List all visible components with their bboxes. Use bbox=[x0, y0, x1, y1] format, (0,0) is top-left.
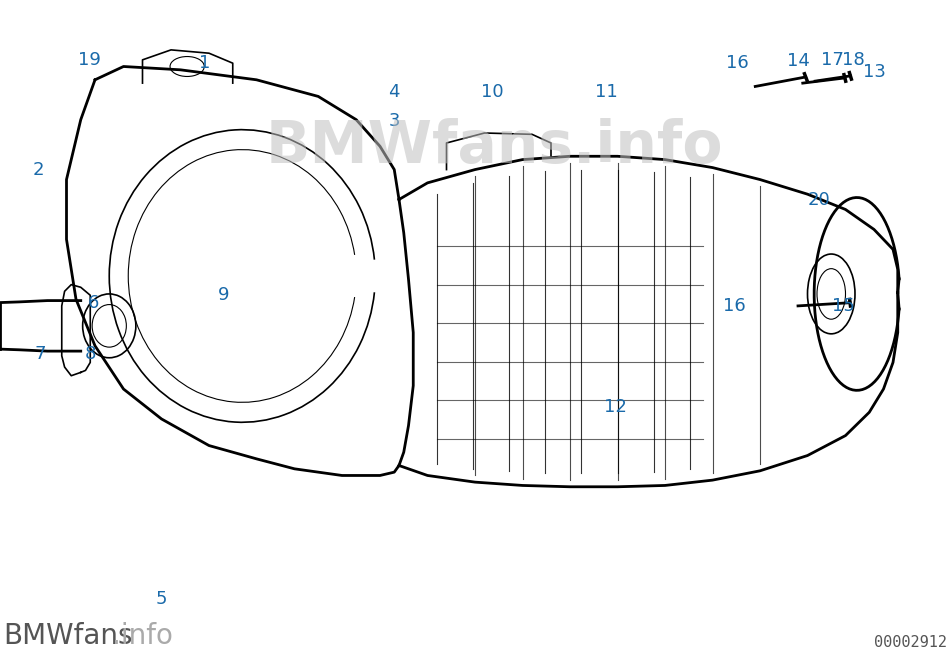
Text: 00002912: 00002912 bbox=[874, 635, 947, 650]
Text: 4: 4 bbox=[389, 82, 400, 101]
Text: 5: 5 bbox=[156, 589, 167, 608]
Text: 10: 10 bbox=[481, 82, 504, 101]
Text: 9: 9 bbox=[218, 285, 229, 304]
Text: 13: 13 bbox=[863, 63, 885, 81]
Text: 15: 15 bbox=[832, 297, 855, 315]
Text: 7: 7 bbox=[34, 344, 46, 363]
Text: BMWfans: BMWfans bbox=[3, 622, 132, 650]
Text: 19: 19 bbox=[78, 51, 101, 69]
Text: 1: 1 bbox=[199, 54, 210, 72]
Text: 16: 16 bbox=[726, 53, 749, 72]
Text: 11: 11 bbox=[595, 82, 618, 101]
Text: 17: 17 bbox=[821, 51, 844, 69]
Text: 12: 12 bbox=[604, 398, 627, 416]
Text: BMWfans.info: BMWfans.info bbox=[265, 118, 723, 175]
Text: 14: 14 bbox=[787, 52, 809, 70]
Text: 18: 18 bbox=[842, 51, 865, 69]
Text: 3: 3 bbox=[389, 112, 400, 130]
Text: .info: .info bbox=[112, 622, 173, 650]
Text: 6: 6 bbox=[87, 293, 99, 312]
Text: 8: 8 bbox=[85, 344, 96, 363]
Text: 20: 20 bbox=[808, 190, 830, 209]
Text: 2: 2 bbox=[32, 160, 44, 179]
Text: 16: 16 bbox=[723, 297, 746, 315]
